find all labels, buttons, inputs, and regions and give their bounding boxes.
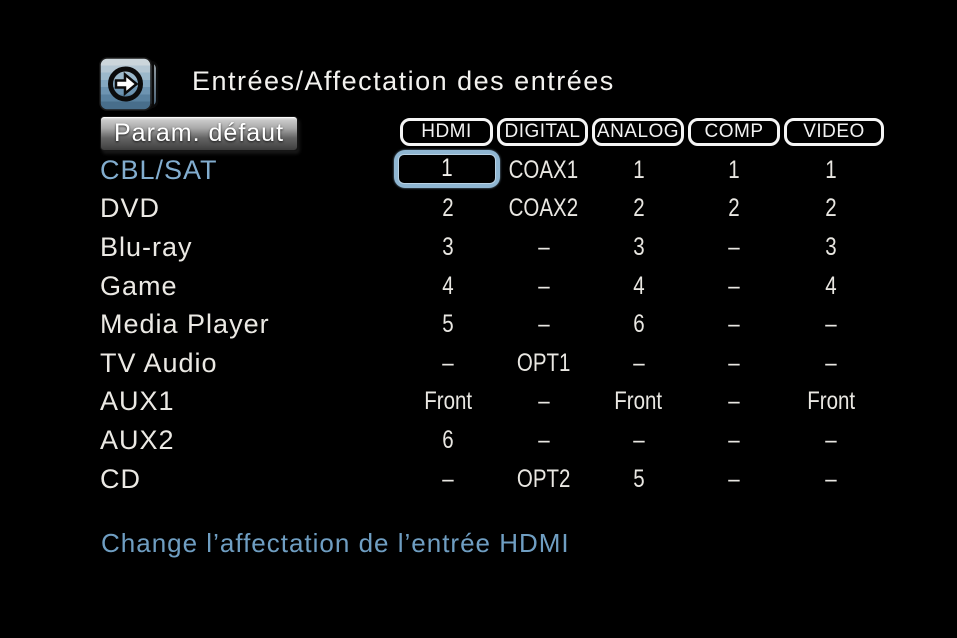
table-row: TV Audio – OPT1 – – – — [100, 344, 881, 383]
value-cell[interactable]: – — [727, 310, 740, 339]
value-cell[interactable]: 1 — [727, 155, 740, 184]
value-cell[interactable]: – — [727, 271, 740, 300]
value-cell[interactable]: – — [727, 464, 740, 493]
page-title: Entrées/Affectation des entrées — [192, 66, 615, 96]
value-cell[interactable]: – — [727, 348, 740, 377]
row-label: CBL/SAT — [100, 154, 218, 185]
column-header-comp: COMP — [688, 118, 780, 146]
value-cell[interactable]: – — [537, 425, 550, 454]
value-cell[interactable]: 5 — [632, 464, 645, 493]
value-cell[interactable]: – — [537, 232, 550, 261]
table-row: Blu-ray 3 – 3 – 3 — [100, 228, 881, 267]
value-cell[interactable]: Front — [807, 387, 855, 416]
value-cell[interactable]: 6 — [632, 310, 645, 339]
row-label: Blu-ray — [100, 231, 193, 262]
row-label: DVD — [100, 193, 161, 224]
value-cell[interactable]: 3 — [632, 232, 645, 261]
value-cell[interactable]: 5 — [442, 310, 454, 339]
value-cell[interactable]: 3 — [825, 232, 837, 261]
value-cell[interactable]: 1 — [825, 155, 837, 184]
value-cell[interactable]: – — [825, 310, 837, 339]
table-row: CD – OPT2 5 – – — [100, 460, 881, 499]
value-cell[interactable]: – — [825, 464, 837, 493]
row-label: AUX1 — [100, 386, 175, 417]
table-row: AUX1 Front – Front – Front — [100, 383, 881, 422]
value-cell[interactable]: – — [537, 310, 550, 339]
table-row: Game 4 – 4 – 4 — [100, 267, 881, 306]
value-cell[interactable]: – — [442, 348, 454, 377]
value-cell[interactable]: – — [727, 232, 740, 261]
value-cell[interactable]: – — [727, 425, 740, 454]
value-cell[interactable]: COAX2 — [508, 194, 579, 223]
value-cell[interactable]: – — [632, 425, 645, 454]
table-row: AUX2 6 – – – – — [100, 421, 881, 460]
value-cell[interactable]: OPT2 — [516, 464, 571, 493]
input-assignment-menu-icon — [99, 56, 163, 114]
value-cell[interactable]: 4 — [632, 271, 645, 300]
value-cell[interactable]: Front — [614, 387, 663, 416]
value-cell[interactable]: – — [632, 348, 645, 377]
value-cell[interactable]: Front — [424, 387, 472, 416]
value-cell[interactable]: OPT1 — [516, 348, 571, 377]
value-cell[interactable]: 2 — [727, 194, 740, 223]
row-label: TV Audio — [100, 347, 218, 378]
value-cell[interactable]: – — [537, 387, 550, 416]
column-header-video: VIDEO — [784, 118, 884, 146]
value-cell[interactable]: – — [727, 387, 740, 416]
value-cell[interactable]: – — [537, 271, 550, 300]
row-label: Game — [100, 270, 178, 301]
value-cell[interactable]: 2 — [825, 194, 837, 223]
column-header-hdmi: HDMI — [400, 118, 493, 146]
selection-frame: 1 — [394, 150, 500, 188]
row-label: AUX2 — [100, 424, 175, 455]
value-cell[interactable]: 2 — [632, 194, 645, 223]
value-cell[interactable]: – — [825, 348, 837, 377]
table-row: CBL/SAT 1 COAX1 1 1 1 — [100, 150, 881, 190]
value-cell[interactable]: 3 — [442, 232, 454, 261]
table-row: Media Player 5 – 6 – – — [100, 305, 881, 344]
column-header-analog: ANALOG — [592, 118, 684, 146]
value-cell[interactable]: COAX1 — [508, 155, 579, 184]
value-cell[interactable]: – — [825, 425, 837, 454]
row-label: CD — [100, 463, 141, 494]
defaults-button[interactable]: Param. défaut — [100, 116, 298, 151]
value-cell[interactable]: – — [442, 464, 454, 493]
status-hint: Change l’affectation de l’entrée HDMI — [101, 528, 570, 558]
row-label: Media Player — [100, 309, 270, 340]
value-cell[interactable]: 2 — [442, 194, 454, 223]
input-assignment-table: CBL/SAT 1 COAX1 1 1 1 DVD 2 COAX2 2 2 2 … — [100, 150, 881, 499]
value-cell[interactable]: 4 — [825, 271, 837, 300]
value-cell[interactable]: 1 — [632, 155, 645, 184]
column-header-digital: DIGITAL — [497, 118, 588, 146]
value-cell[interactable]: 4 — [442, 271, 454, 300]
table-row: DVD 2 COAX2 2 2 2 — [100, 190, 881, 229]
stacked-screens-right-arrow-icon — [99, 57, 159, 111]
value-cell[interactable]: 6 — [442, 425, 454, 454]
selected-value-cell[interactable]: 1 — [394, 150, 500, 190]
column-headers: HDMI DIGITAL ANALOG COMP VIDEO — [400, 118, 884, 146]
